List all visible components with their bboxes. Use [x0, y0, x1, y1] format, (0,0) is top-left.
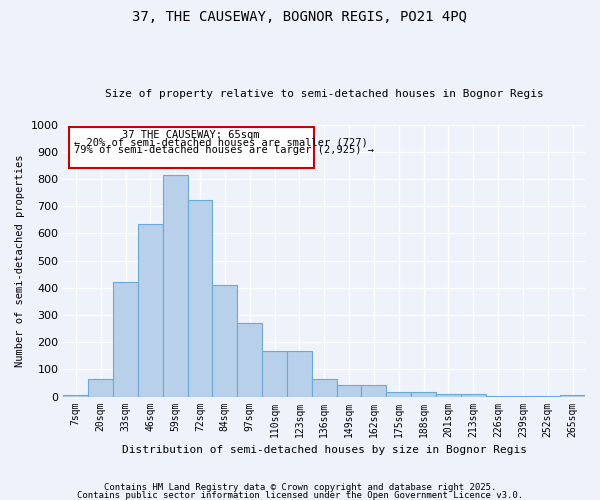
Bar — [262, 351, 287, 397]
Text: 37 THE CAUSEWAY: 65sqm: 37 THE CAUSEWAY: 65sqm — [122, 130, 260, 140]
Bar — [138, 224, 163, 396]
Bar — [386, 392, 411, 396]
Bar — [287, 351, 312, 397]
Bar — [361, 385, 386, 396]
Bar — [436, 394, 461, 396]
Bar — [113, 282, 138, 397]
Bar — [411, 392, 436, 396]
Text: 79% of semi-detached houses are larger (2,925) →: 79% of semi-detached houses are larger (… — [74, 145, 374, 155]
Text: Contains public sector information licensed under the Open Government Licence v3: Contains public sector information licen… — [77, 490, 523, 500]
Text: 37, THE CAUSEWAY, BOGNOR REGIS, PO21 4PQ: 37, THE CAUSEWAY, BOGNOR REGIS, PO21 4PQ — [133, 10, 467, 24]
Bar — [88, 379, 113, 396]
Text: Contains HM Land Registry data © Crown copyright and database right 2025.: Contains HM Land Registry data © Crown c… — [104, 483, 496, 492]
Bar — [312, 379, 337, 396]
Bar — [212, 285, 237, 397]
Bar — [188, 200, 212, 396]
Bar — [461, 394, 485, 396]
X-axis label: Distribution of semi-detached houses by size in Bognor Regis: Distribution of semi-detached houses by … — [122, 445, 527, 455]
Bar — [560, 395, 585, 396]
Bar — [64, 395, 88, 396]
FancyBboxPatch shape — [68, 128, 314, 168]
Bar — [237, 323, 262, 396]
Title: Size of property relative to semi-detached houses in Bognor Regis: Size of property relative to semi-detach… — [105, 89, 544, 99]
Bar — [163, 175, 188, 396]
Y-axis label: Number of semi-detached properties: Number of semi-detached properties — [15, 154, 25, 367]
Text: ← 20% of semi-detached houses are smaller (727): ← 20% of semi-detached houses are smalle… — [74, 137, 368, 147]
Bar — [337, 385, 361, 396]
